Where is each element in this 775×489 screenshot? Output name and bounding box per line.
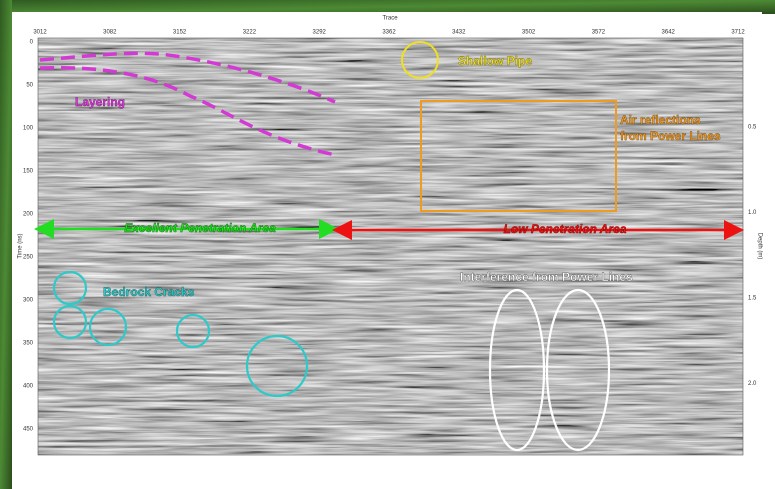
crack-circle <box>52 270 88 306</box>
top-tick-label: 3712 <box>731 30 745 36</box>
top-tick-label: 3222 <box>243 30 257 36</box>
layer-line <box>39 51 336 104</box>
crack-circle <box>175 313 211 349</box>
top-tick-label: 3082 <box>103 30 117 36</box>
top-tick-label: 3642 <box>662 30 676 36</box>
right-tick-label: 0.5 <box>748 125 757 131</box>
air-label: Air reflections <box>620 113 701 127</box>
background-foliage <box>0 0 775 14</box>
right-tick-label: 2.0 <box>748 381 757 387</box>
right-tick-label: 1.5 <box>748 296 757 302</box>
pipe-circle <box>401 41 439 79</box>
top-tick-label: 3152 <box>173 30 187 36</box>
left-tick-label: 350 <box>23 341 34 347</box>
top-tick-label: 3362 <box>382 30 396 36</box>
left-tick-label: 0 <box>30 40 34 46</box>
top-tick-label: 3502 <box>522 30 536 36</box>
left-tick-label: 250 <box>23 255 34 261</box>
interference-ellipse <box>488 288 546 452</box>
crack-circle <box>52 304 88 340</box>
radargram-image <box>38 38 743 455</box>
top-tick-label: 3432 <box>452 30 466 36</box>
left-tick-label: 400 <box>23 384 34 390</box>
left-tick-label: 300 <box>23 298 34 304</box>
crack-circle <box>88 307 128 347</box>
plot-border <box>37 37 744 456</box>
left-tick-label: 200 <box>23 212 34 218</box>
excellent-label: Excellent Penetration Area <box>124 221 276 235</box>
left-tick-label: 100 <box>23 126 34 132</box>
top-axis-title: Trace <box>382 16 398 22</box>
low-label: Low Penetration Area <box>504 222 627 236</box>
interference-label: Interference from Power Lines <box>460 270 633 284</box>
left-tick-label: 450 <box>23 427 34 433</box>
pipe-label: Shallow Pipe <box>458 54 532 68</box>
top-tick-label: 3572 <box>592 30 606 36</box>
layer-line <box>39 65 336 157</box>
left-tick-label: 150 <box>23 169 34 175</box>
right-axis-title: Depth (m) <box>756 233 762 260</box>
cracks-label: Bedrock Cracks <box>103 285 195 299</box>
interference-ellipse <box>545 288 611 452</box>
crack-circles <box>52 270 309 398</box>
right-tick-label: 1.0 <box>748 210 757 216</box>
air-reflection-box <box>420 100 617 212</box>
top-tick-label: 3012 <box>33 30 47 36</box>
left-axis-title: Time (ns) <box>18 233 24 258</box>
layering-label: Layering <box>75 95 125 109</box>
background-foliage <box>0 0 12 489</box>
left-tick-label: 50 <box>26 83 33 89</box>
air-label: from Power Lines <box>620 129 721 143</box>
top-tick-label: 3292 <box>313 30 327 36</box>
crack-circle <box>245 334 309 398</box>
